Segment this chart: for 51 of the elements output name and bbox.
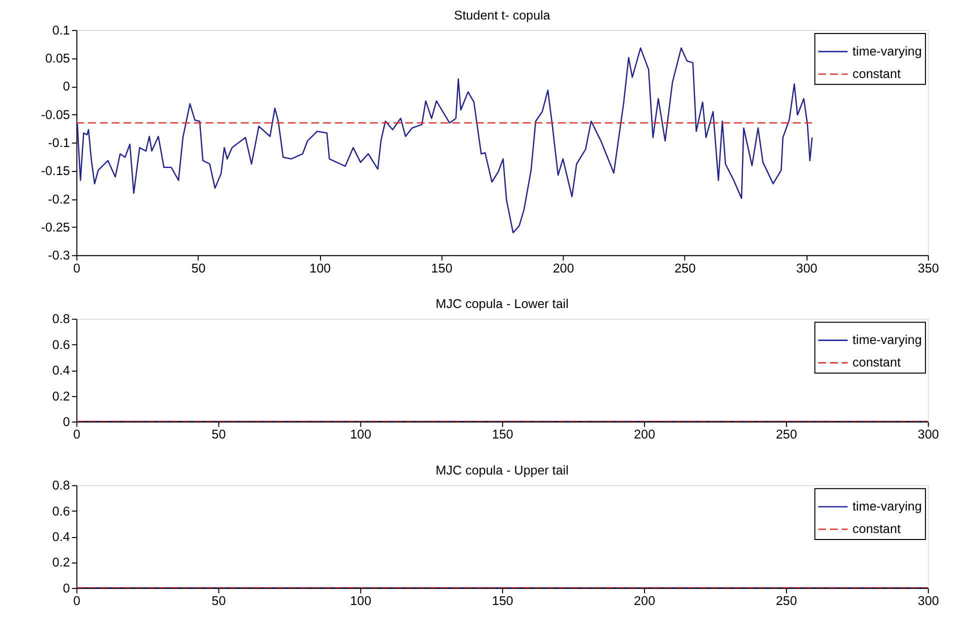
x-tick-label: 150 (431, 260, 452, 276)
chart-title: MJC copula - Upper tail (436, 462, 569, 478)
line-series (76, 47, 813, 234)
chart-title: MJC copula - Lower tail (436, 296, 569, 312)
y-tick-label: 0.8 (52, 478, 70, 493)
x-tick-label: 50 (191, 260, 206, 276)
x-tick-label: 100 (350, 426, 372, 442)
x-tick-label: 100 (310, 260, 331, 276)
y-tick-label: 0.05 (45, 50, 70, 66)
y-tick-label: 0.6 (52, 503, 70, 518)
y-tick-label: 0.2 (52, 554, 70, 570)
x-tick-label: 100 (350, 593, 372, 608)
x-tick-label: 200 (552, 260, 574, 276)
y-tick-label: 0 (62, 414, 70, 429)
x-tick-label: 300 (918, 426, 939, 442)
x-tick-label: 250 (776, 593, 798, 608)
x-tick-label: 0 (73, 593, 80, 608)
y-tick-label: -0.15 (40, 163, 70, 178)
y-tick-label: -0.05 (40, 106, 70, 122)
legend-label: time-varying (852, 43, 922, 58)
y-tick-label: 0 (62, 580, 70, 596)
y-tick-label: -0.1 (48, 135, 70, 150)
x-tick-label: 350 (918, 260, 939, 276)
x-tick-label: 200 (634, 426, 656, 442)
y-tick-label: 0 (62, 78, 70, 94)
legend-label: constant (852, 66, 902, 81)
legend-label: time-varying (852, 332, 922, 348)
y-tick-label: 0.1 (52, 22, 70, 38)
x-tick-label: 150 (492, 593, 514, 608)
x-tick-label: 200 (634, 593, 656, 608)
x-tick-label: 250 (776, 426, 798, 442)
x-tick-label: 0 (73, 426, 80, 442)
x-tick-label: 300 (918, 593, 939, 608)
y-tick-label: 0.4 (52, 362, 70, 378)
y-tick-label: 0.8 (52, 311, 70, 326)
legend-label: constant (852, 354, 902, 370)
y-tick-label: 0.2 (52, 388, 70, 404)
x-tick-label: 0 (73, 260, 80, 276)
y-tick-label: -0.25 (40, 219, 70, 234)
y-tick-label: -0.3 (48, 248, 70, 263)
legend-label: constant (852, 521, 902, 536)
legend-label: time-varying (852, 498, 922, 514)
x-tick-label: 50 (212, 426, 226, 442)
y-tick-label: 0.4 (52, 528, 70, 544)
x-tick-label: 250 (674, 260, 696, 276)
y-tick-label: -0.2 (48, 191, 70, 206)
x-tick-label: 300 (796, 260, 818, 276)
x-tick-label: 50 (212, 593, 226, 608)
x-tick-label: 150 (492, 426, 514, 442)
chart-title: Student t- copula (454, 7, 552, 22)
y-tick-label: 0.6 (52, 336, 70, 352)
